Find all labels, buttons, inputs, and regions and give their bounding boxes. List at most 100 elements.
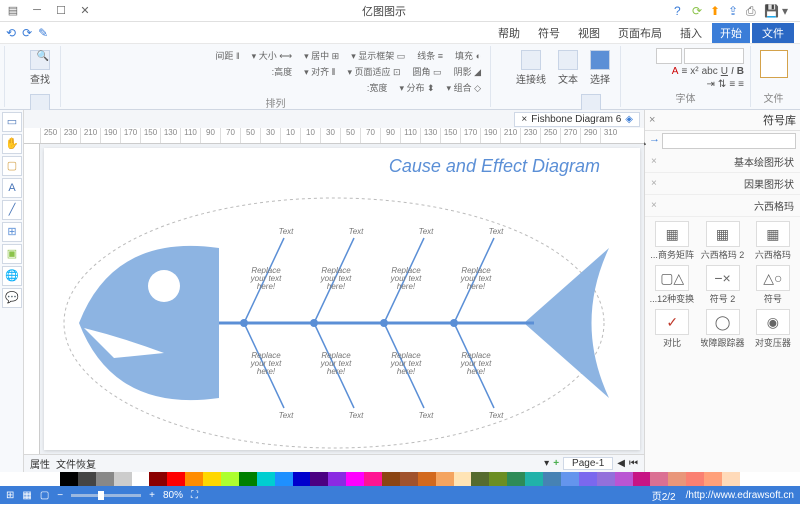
select-tool-button[interactable]: 选择 xyxy=(586,48,614,88)
color-swatch[interactable] xyxy=(454,472,472,486)
italic-button[interactable]: I xyxy=(731,66,734,77)
page-menu-icon[interactable]: ▾ xyxy=(544,458,549,469)
paste-button[interactable] xyxy=(757,48,790,80)
align-center-button[interactable]: ≡ xyxy=(729,79,735,90)
shape-item[interactable]: ▦商务矩阵... xyxy=(649,221,695,261)
grid-toggle-icon[interactable]: ⊞ xyxy=(6,490,14,501)
shape-item[interactable]: ◉对变压器 xyxy=(750,309,796,349)
shadow-button[interactable]: ◢ 阴影 xyxy=(451,64,484,79)
color-swatch[interactable] xyxy=(239,472,257,486)
right-panel-tab[interactable]: 文件恢复 xyxy=(56,456,96,471)
tab-help[interactable]: 帮助 xyxy=(490,23,528,43)
zoom-out-icon[interactable]: − xyxy=(57,490,63,501)
tool-comment-icon[interactable]: 💬 xyxy=(2,288,22,308)
color-swatch[interactable] xyxy=(257,472,275,486)
tab-view[interactable]: 视图 xyxy=(570,23,608,43)
min-ribbon-icon[interactable]: ▾ xyxy=(782,4,796,18)
color-swatch[interactable] xyxy=(507,472,525,486)
shape-search-input[interactable] xyxy=(662,133,796,149)
color-swatch[interactable] xyxy=(310,472,328,486)
panel-close-icon[interactable]: × xyxy=(649,114,655,126)
color-swatch[interactable] xyxy=(471,472,489,486)
center-button[interactable]: ⊞ 居中 ▾ xyxy=(301,48,342,63)
color-swatch[interactable] xyxy=(167,472,185,486)
fit-icon[interactable]: ⛶ xyxy=(191,490,198,501)
line-button[interactable]: ≡ 线条 xyxy=(414,48,446,63)
color-swatch[interactable] xyxy=(543,472,561,486)
color-swatch[interactable] xyxy=(686,472,704,486)
tool-library-icon[interactable]: ⊞ xyxy=(2,222,22,242)
bullet-button[interactable]: ≡ xyxy=(681,66,687,77)
color-swatch[interactable] xyxy=(346,472,364,486)
color-swatch[interactable] xyxy=(579,472,597,486)
fishbone-diagram[interactable]: TextReplaceyour texthere!TextReplaceyour… xyxy=(54,178,614,454)
color-swatch[interactable] xyxy=(633,472,651,486)
shape-item[interactable]: ✓对比 xyxy=(649,309,695,349)
zoom-slider[interactable] xyxy=(71,494,141,497)
group-button[interactable]: ◇ 组合 ▾ xyxy=(444,80,484,95)
zoom-in-icon[interactable]: + xyxy=(149,490,155,501)
strike-button[interactable]: abc xyxy=(702,66,718,77)
underline-button[interactable]: U xyxy=(721,66,728,77)
color-swatch[interactable] xyxy=(436,472,454,486)
color-swatch[interactable] xyxy=(185,472,203,486)
fill-button[interactable]: ◐ 填充 xyxy=(452,48,484,63)
shape-category[interactable]: 六西格玛× xyxy=(645,195,800,217)
tab-insert[interactable]: 插入 xyxy=(672,23,710,43)
share-icon[interactable]: ⇪ xyxy=(728,4,742,18)
superscript-button[interactable]: x² xyxy=(690,66,698,77)
canvas[interactable]: Cause and Effect Diagram TextReplaceyour… xyxy=(44,148,640,450)
color-swatch[interactable] xyxy=(221,472,239,486)
color-swatch[interactable] xyxy=(328,472,346,486)
shape-category[interactable]: 因果图形状× xyxy=(645,173,800,195)
color-swatch[interactable] xyxy=(275,472,293,486)
font-size-input[interactable] xyxy=(656,48,682,64)
color-swatch[interactable] xyxy=(132,472,150,486)
shape-category[interactable]: 基本绘图形状× xyxy=(645,151,800,173)
doc-tab-close-icon[interactable]: × xyxy=(521,114,527,125)
round-button[interactable]: ▭ 圆角 xyxy=(410,64,445,79)
shape-item[interactable]: ▦六西格玛 xyxy=(750,221,796,261)
page-nav-first-icon[interactable]: ⏮ xyxy=(629,458,638,469)
page-nav-prev-icon[interactable]: ◀ xyxy=(617,458,625,469)
color-swatch[interactable] xyxy=(293,472,311,486)
bold-button[interactable]: B xyxy=(737,66,744,77)
shape-item[interactable]: ◯故障跟踪器 xyxy=(699,309,745,349)
align-left-button[interactable]: ≡ xyxy=(738,79,744,90)
color-swatch[interactable] xyxy=(489,472,507,486)
add-page-button[interactable]: + xyxy=(553,458,559,469)
tab-home[interactable]: 开始 xyxy=(712,23,750,43)
shape-item[interactable]: ×−符号 2 xyxy=(699,265,745,305)
color-swatch[interactable] xyxy=(722,472,740,486)
save-icon[interactable]: 💾 xyxy=(764,4,778,18)
line-spacing-button[interactable]: ⇅ xyxy=(718,79,726,90)
undo-icon[interactable]: ⟲ xyxy=(6,26,16,40)
tool-pointer-icon[interactable]: ▭ xyxy=(2,112,22,132)
edit-icon[interactable]: ✎ xyxy=(38,26,48,40)
color-swatch[interactable] xyxy=(400,472,418,486)
color-swatch[interactable] xyxy=(382,472,400,486)
shape-item[interactable]: ▦六西格玛 2 xyxy=(699,221,745,261)
color-swatch[interactable] xyxy=(525,472,543,486)
color-swatch[interactable] xyxy=(149,472,167,486)
tab-layout[interactable]: 页面布局 xyxy=(610,23,670,43)
font-family-input[interactable] xyxy=(684,48,744,64)
minimize-button[interactable]: ─ xyxy=(28,4,46,17)
print-icon[interactable]: ⎙ xyxy=(746,4,760,18)
color-swatch[interactable] xyxy=(364,472,382,486)
color-swatch[interactable] xyxy=(203,472,221,486)
tool-shape-icon[interactable]: ▢ xyxy=(2,156,22,176)
frame-button[interactable]: ▭ 显示框架 ▾ xyxy=(348,48,408,63)
close-button[interactable]: ✕ xyxy=(76,4,94,17)
font-color-button[interactable]: A xyxy=(672,66,679,77)
page-tab[interactable]: Page-1 xyxy=(563,457,613,470)
color-swatch[interactable] xyxy=(60,472,78,486)
cloud-icon[interactable]: ⬆ xyxy=(710,4,724,18)
color-swatch[interactable] xyxy=(668,472,686,486)
find-button[interactable]: 🔍查找 xyxy=(26,48,54,88)
search-go-icon[interactable]: → xyxy=(649,133,660,149)
color-swatch[interactable] xyxy=(78,472,96,486)
align-button[interactable]: ⫴ 对齐 ▾ xyxy=(301,64,338,79)
maximize-button[interactable]: ☐ xyxy=(52,4,70,17)
right-panel-tab[interactable]: 属性 xyxy=(30,456,50,471)
